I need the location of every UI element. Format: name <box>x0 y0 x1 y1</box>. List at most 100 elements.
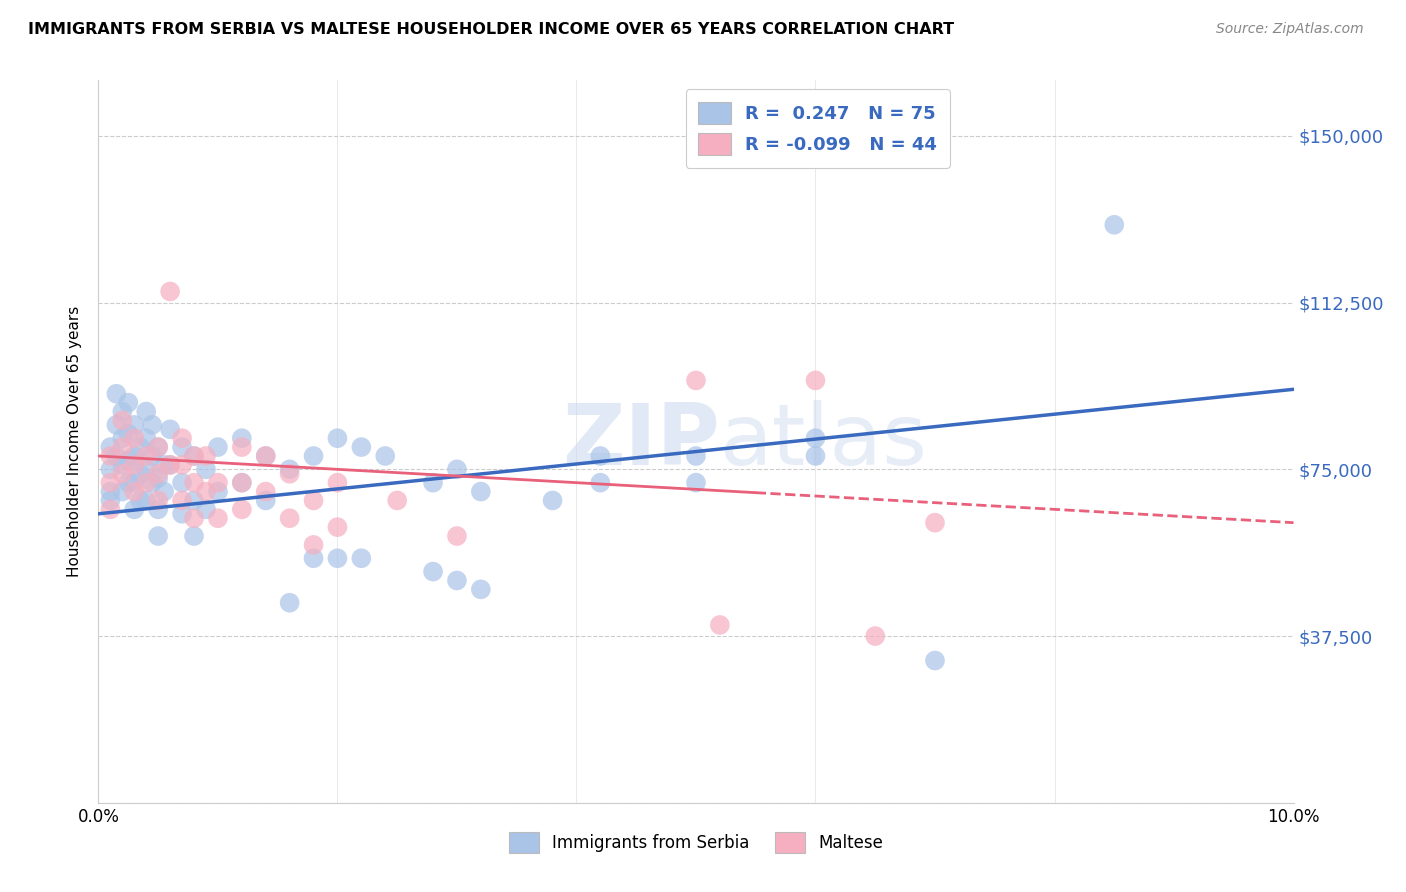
Point <box>124 417 146 432</box>
Point <box>350 440 373 454</box>
Point <box>804 431 827 445</box>
Point <box>172 493 194 508</box>
Point <box>278 462 301 476</box>
Point <box>135 493 157 508</box>
Point <box>924 516 946 530</box>
Point <box>195 502 218 516</box>
Point <box>254 449 277 463</box>
Point <box>148 440 170 454</box>
Point <box>111 484 134 499</box>
Point <box>172 431 194 445</box>
Point <box>1104 218 1126 232</box>
Point <box>446 529 468 543</box>
Text: atlas: atlas <box>720 400 928 483</box>
Point <box>207 475 229 490</box>
Point <box>183 493 205 508</box>
Point <box>326 475 349 490</box>
Point <box>105 417 128 432</box>
Point <box>117 475 139 490</box>
Point <box>374 449 396 463</box>
Point <box>141 449 163 463</box>
Point <box>278 511 301 525</box>
Point <box>124 475 146 490</box>
Point <box>111 413 134 427</box>
Point <box>231 475 253 490</box>
Point <box>141 475 163 490</box>
Point <box>124 458 146 472</box>
Point <box>172 507 194 521</box>
Point <box>172 440 194 454</box>
Point <box>278 596 301 610</box>
Point <box>302 449 325 463</box>
Point <box>231 431 253 445</box>
Point <box>135 431 157 445</box>
Point <box>111 404 134 418</box>
Point <box>326 431 349 445</box>
Point <box>135 449 157 463</box>
Point <box>422 475 444 490</box>
Point <box>124 502 146 516</box>
Point <box>302 551 325 566</box>
Point <box>207 440 229 454</box>
Point <box>302 493 325 508</box>
Point <box>98 484 122 499</box>
Point <box>183 511 205 525</box>
Point <box>159 422 181 436</box>
Point <box>148 502 170 516</box>
Point <box>207 484 229 499</box>
Point <box>124 484 146 499</box>
Point <box>111 440 134 454</box>
Point <box>195 462 218 476</box>
Point <box>804 373 827 387</box>
Point <box>153 458 176 472</box>
Point <box>470 484 492 499</box>
Point <box>326 520 349 534</box>
Point <box>129 440 152 454</box>
Point <box>865 629 887 643</box>
Point <box>685 475 707 490</box>
Point <box>385 493 409 508</box>
Point <box>159 458 181 472</box>
Point <box>326 551 349 566</box>
Point <box>254 449 277 463</box>
Point <box>135 475 157 490</box>
Point <box>159 458 181 472</box>
Point <box>685 373 707 387</box>
Point <box>98 462 122 476</box>
Point <box>148 471 170 485</box>
Point <box>111 467 134 481</box>
Point <box>148 467 170 481</box>
Point <box>589 449 612 463</box>
Point <box>254 484 277 499</box>
Point <box>924 653 946 667</box>
Point <box>172 458 194 472</box>
Point <box>98 493 122 508</box>
Point <box>98 440 122 454</box>
Point <box>129 493 152 508</box>
Point <box>278 467 301 481</box>
Point <box>148 529 170 543</box>
Point <box>183 449 205 463</box>
Point <box>111 458 134 472</box>
Point <box>148 493 170 508</box>
Point <box>111 431 134 445</box>
Point <box>446 574 468 588</box>
Point <box>804 449 827 463</box>
Point <box>195 449 218 463</box>
Point <box>231 475 253 490</box>
Y-axis label: Householder Income Over 65 years: Householder Income Over 65 years <box>67 306 83 577</box>
Point <box>470 582 492 597</box>
Point <box>117 426 139 441</box>
Point <box>541 493 564 508</box>
Point <box>159 285 181 299</box>
Point <box>129 467 152 481</box>
Point <box>183 475 205 490</box>
Point <box>98 449 122 463</box>
Point <box>350 551 373 566</box>
Point <box>685 449 707 463</box>
Point <box>183 529 205 543</box>
Text: IMMIGRANTS FROM SERBIA VS MALTESE HOUSEHOLDER INCOME OVER 65 YEARS CORRELATION C: IMMIGRANTS FROM SERBIA VS MALTESE HOUSEH… <box>28 22 955 37</box>
Text: Source: ZipAtlas.com: Source: ZipAtlas.com <box>1216 22 1364 37</box>
Point <box>422 565 444 579</box>
Point <box>98 502 122 516</box>
